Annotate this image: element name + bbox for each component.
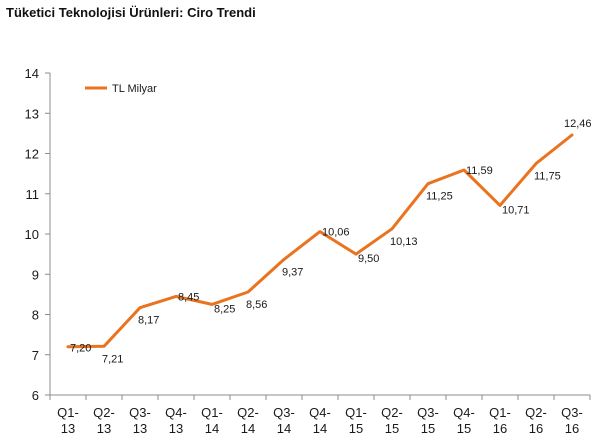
data-label: 9,50 bbox=[358, 253, 379, 265]
x-tick-label: Q1-14 bbox=[201, 405, 223, 436]
y-tick-label: 7 bbox=[32, 348, 39, 363]
y-tick-label: 9 bbox=[32, 267, 39, 282]
data-label: 10,71 bbox=[502, 204, 530, 216]
x-axis-ticks: Q1-13 Q2-13 Q3-13 Q4-13 Q1-14 Q2-14 Q3-14 Q4-14… bbox=[49, 395, 591, 436]
x-tick-label: Q4-13 bbox=[165, 405, 187, 436]
x-tick-label: Q2-14 bbox=[237, 405, 259, 436]
y-tick-label: 13 bbox=[25, 106, 39, 121]
x-tick-label: Q4-14 bbox=[309, 405, 331, 436]
data-label: 12,46 bbox=[564, 118, 592, 130]
x-tick-label: Q3-14 bbox=[273, 405, 295, 436]
y-tick-label: 8 bbox=[32, 308, 39, 323]
data-label: 9,37 bbox=[282, 266, 303, 278]
data-label: 11,25 bbox=[426, 191, 453, 203]
x-tick-label: Q3-13 bbox=[129, 405, 151, 436]
x-tick-label: Q4-15 bbox=[453, 405, 475, 436]
data-label: 8,25 bbox=[214, 303, 235, 315]
y-axis-ticks: 6 7 8 9 10 11 12 13 14 bbox=[25, 66, 50, 403]
data-label: 11,75 bbox=[534, 171, 561, 183]
data-labels: 7,20 7,21 8,17 8,45 8,25 8,56 9,37 10,06 9,50 10,… bbox=[70, 118, 592, 365]
legend: TL Milyar bbox=[85, 83, 157, 95]
data-label: 7,20 bbox=[70, 343, 91, 355]
x-tick-label: Q2-15 bbox=[381, 405, 403, 436]
data-label: 8,56 bbox=[246, 299, 267, 311]
x-tick-label: Q2-13 bbox=[93, 405, 115, 436]
y-tick-label: 6 bbox=[32, 388, 39, 403]
x-tick-label: Q1-16 bbox=[489, 405, 511, 436]
x-tick-label: Q1-13 bbox=[57, 405, 79, 436]
y-tick-label: 12 bbox=[25, 147, 39, 162]
data-label: 8,17 bbox=[138, 315, 159, 327]
y-tick-label: 11 bbox=[26, 187, 40, 202]
data-label: 10,13 bbox=[390, 236, 418, 248]
data-label: 8,45 bbox=[178, 291, 199, 303]
x-tick-label: Q3-15 bbox=[417, 405, 439, 436]
data-label: 7,21 bbox=[102, 353, 123, 365]
y-tick-label: 14 bbox=[25, 66, 39, 81]
y-tick-label: 10 bbox=[25, 227, 39, 242]
data-label: 10,06 bbox=[322, 227, 350, 239]
x-tick-label: Q3-16 bbox=[561, 405, 583, 436]
chart-title: Tüketici Teknolojisi Ürünleri: Ciro Tren… bbox=[6, 5, 256, 20]
legend-label: TL Milyar bbox=[112, 83, 157, 95]
x-tick-label: Q1-15 bbox=[345, 405, 367, 436]
series-line-tl-milyar bbox=[66, 133, 574, 349]
data-label: 11,59 bbox=[466, 165, 493, 177]
x-tick-label: Q2-16 bbox=[525, 405, 547, 436]
